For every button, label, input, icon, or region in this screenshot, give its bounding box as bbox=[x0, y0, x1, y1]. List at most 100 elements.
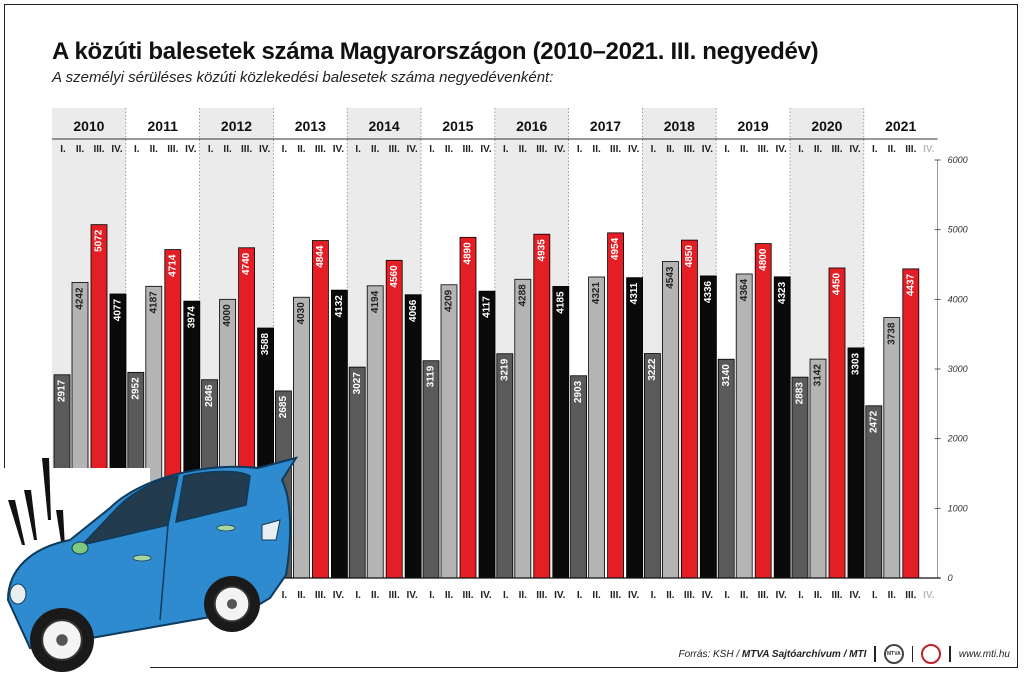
quarter-label-top: I. bbox=[724, 144, 730, 155]
quarter-label-top: II. bbox=[76, 144, 85, 155]
quarter-label-top: IV. bbox=[628, 144, 640, 155]
bar-2013-q2 bbox=[292, 296, 310, 579]
quarter-label-bottom: I. bbox=[724, 590, 730, 601]
bar-2020-q4 bbox=[847, 347, 865, 579]
data-label-2013-q1: 2685 bbox=[278, 396, 289, 419]
car-window-rear bbox=[175, 470, 251, 523]
quarter-label-top: II. bbox=[223, 144, 232, 155]
data-label-2014-q3: 4560 bbox=[389, 265, 400, 288]
footer-source: Forrás: KSH / MTVA Sajtóarchívum / MTI w… bbox=[679, 642, 1010, 666]
data-label-2020-q2: 3142 bbox=[813, 364, 824, 387]
impact-line bbox=[42, 458, 51, 520]
bar-2016-q2 bbox=[514, 278, 532, 579]
quarter-label-bottom: II. bbox=[371, 590, 380, 601]
bar-2021-q3 bbox=[902, 268, 920, 579]
quarter-label-top: I. bbox=[651, 144, 657, 155]
data-label-2016-q2: 4288 bbox=[517, 284, 528, 307]
quarter-label-bottom: III. bbox=[831, 590, 842, 601]
data-label-2010-q3: 5072 bbox=[94, 229, 105, 252]
quarter-label-bottom: II. bbox=[445, 590, 454, 601]
quarter-label-bottom: III. bbox=[758, 590, 769, 601]
source-text: Forrás: KSH / MTVA Sajtóarchívum / MTI bbox=[678, 648, 867, 660]
bar-2018-q4 bbox=[700, 275, 717, 579]
quarter-label-top: II. bbox=[371, 144, 380, 155]
year-label-2014: 2014 bbox=[369, 118, 400, 134]
quarter-label-top: IV. bbox=[259, 144, 271, 155]
quarter-label-bottom: I. bbox=[651, 590, 657, 601]
bar-2019-q3 bbox=[754, 243, 772, 579]
data-label-2012-q4: 3588 bbox=[260, 333, 271, 356]
quarter-label-bottom: II. bbox=[592, 590, 601, 601]
bar-2015-q3 bbox=[459, 236, 477, 579]
quarter-label-top: I. bbox=[282, 144, 288, 155]
quarter-label-top: III. bbox=[167, 144, 178, 155]
quarter-label-bottom: I. bbox=[798, 590, 804, 601]
footer-divider bbox=[911, 646, 914, 662]
quarter-label-bottom: III. bbox=[684, 590, 695, 601]
data-label-2015-q4: 4117 bbox=[482, 296, 493, 318]
quarter-label-top: IV. bbox=[554, 144, 566, 155]
quarter-label-bottom: IV. bbox=[333, 590, 345, 601]
footer-url: www.mti.hu bbox=[958, 648, 1010, 660]
quarter-label-top: II. bbox=[297, 144, 306, 155]
bar-2013-q4 bbox=[330, 289, 348, 579]
quarter-label-bottom: III. bbox=[905, 590, 916, 601]
quarter-label-bottom: I. bbox=[503, 590, 509, 601]
car-door-line bbox=[159, 524, 169, 621]
data-label-2015-q2: 4209 bbox=[444, 289, 455, 312]
quarter-label-bottom: II. bbox=[814, 590, 823, 601]
bar-2015-q4 bbox=[478, 290, 496, 579]
bar-2019-q2 bbox=[735, 273, 753, 579]
quarter-label-bottom: I. bbox=[355, 590, 361, 601]
data-label-2020-q1: 2883 bbox=[795, 382, 806, 405]
car-taillight bbox=[261, 519, 281, 541]
quarter-label-top: I. bbox=[355, 144, 361, 155]
year-label-2015: 2015 bbox=[442, 118, 473, 134]
mtva-logo-icon bbox=[883, 644, 904, 664]
quarter-label-top: II. bbox=[814, 144, 823, 155]
quarter-label-top: III. bbox=[831, 144, 842, 155]
data-label-2018-q3: 4850 bbox=[684, 245, 695, 268]
bar-2020-q3 bbox=[828, 267, 846, 579]
year-label-2018: 2018 bbox=[664, 118, 695, 134]
crashed-blue-car-icon bbox=[0, 456, 299, 674]
page-title: A közúti balesetek száma Magyarországon … bbox=[52, 38, 819, 65]
data-label-2018-q1: 3222 bbox=[647, 358, 658, 381]
car-mirror bbox=[71, 541, 89, 555]
quarter-label-top: IV. bbox=[480, 144, 492, 155]
quarter-label-top: II. bbox=[519, 144, 528, 155]
bar-2015-q1 bbox=[422, 360, 440, 579]
data-label-2011-q4: 3974 bbox=[186, 306, 197, 329]
data-label-2010-q2: 4242 bbox=[75, 287, 86, 310]
data-label-2014-q2: 4194 bbox=[370, 290, 381, 313]
data-label-2013-q3: 4844 bbox=[315, 245, 326, 268]
quarter-label-top: III. bbox=[462, 144, 473, 155]
impact-line bbox=[56, 510, 65, 548]
year-label-2016: 2016 bbox=[516, 118, 547, 134]
impact-line bbox=[8, 500, 25, 545]
quarter-label-bottom: IV. bbox=[480, 590, 492, 601]
quarter-label-top: IV. bbox=[407, 144, 419, 155]
data-label-2012-q1: 2846 bbox=[204, 384, 215, 407]
bar-2017-q2 bbox=[588, 276, 605, 579]
bar-2019-q4 bbox=[773, 276, 791, 579]
bar-2013-q3 bbox=[311, 240, 329, 579]
infographic-frame bbox=[4, 4, 1018, 668]
bar-2021-q2 bbox=[883, 317, 901, 579]
data-label-2021-q1: 2472 bbox=[868, 410, 879, 433]
bar-2016-q4 bbox=[552, 286, 570, 579]
quarter-label-bottom: IV. bbox=[849, 590, 861, 601]
data-label-2017-q3: 4954 bbox=[610, 237, 621, 260]
data-label-2017-q1: 2903 bbox=[573, 380, 584, 403]
quarter-label-bottom: II. bbox=[888, 590, 897, 601]
bar-2020-q2 bbox=[809, 358, 827, 579]
y-tick-label: 0 bbox=[948, 573, 953, 583]
data-label-2016-q4: 4185 bbox=[555, 291, 566, 314]
quarter-label-top: III. bbox=[93, 144, 104, 155]
quarter-label-top: I. bbox=[872, 144, 878, 155]
data-label-2017-q4: 4311 bbox=[629, 282, 640, 304]
mti-logo-icon bbox=[921, 644, 942, 664]
quarter-label-top: III. bbox=[389, 144, 400, 155]
quarter-label-bottom: III. bbox=[536, 590, 547, 601]
